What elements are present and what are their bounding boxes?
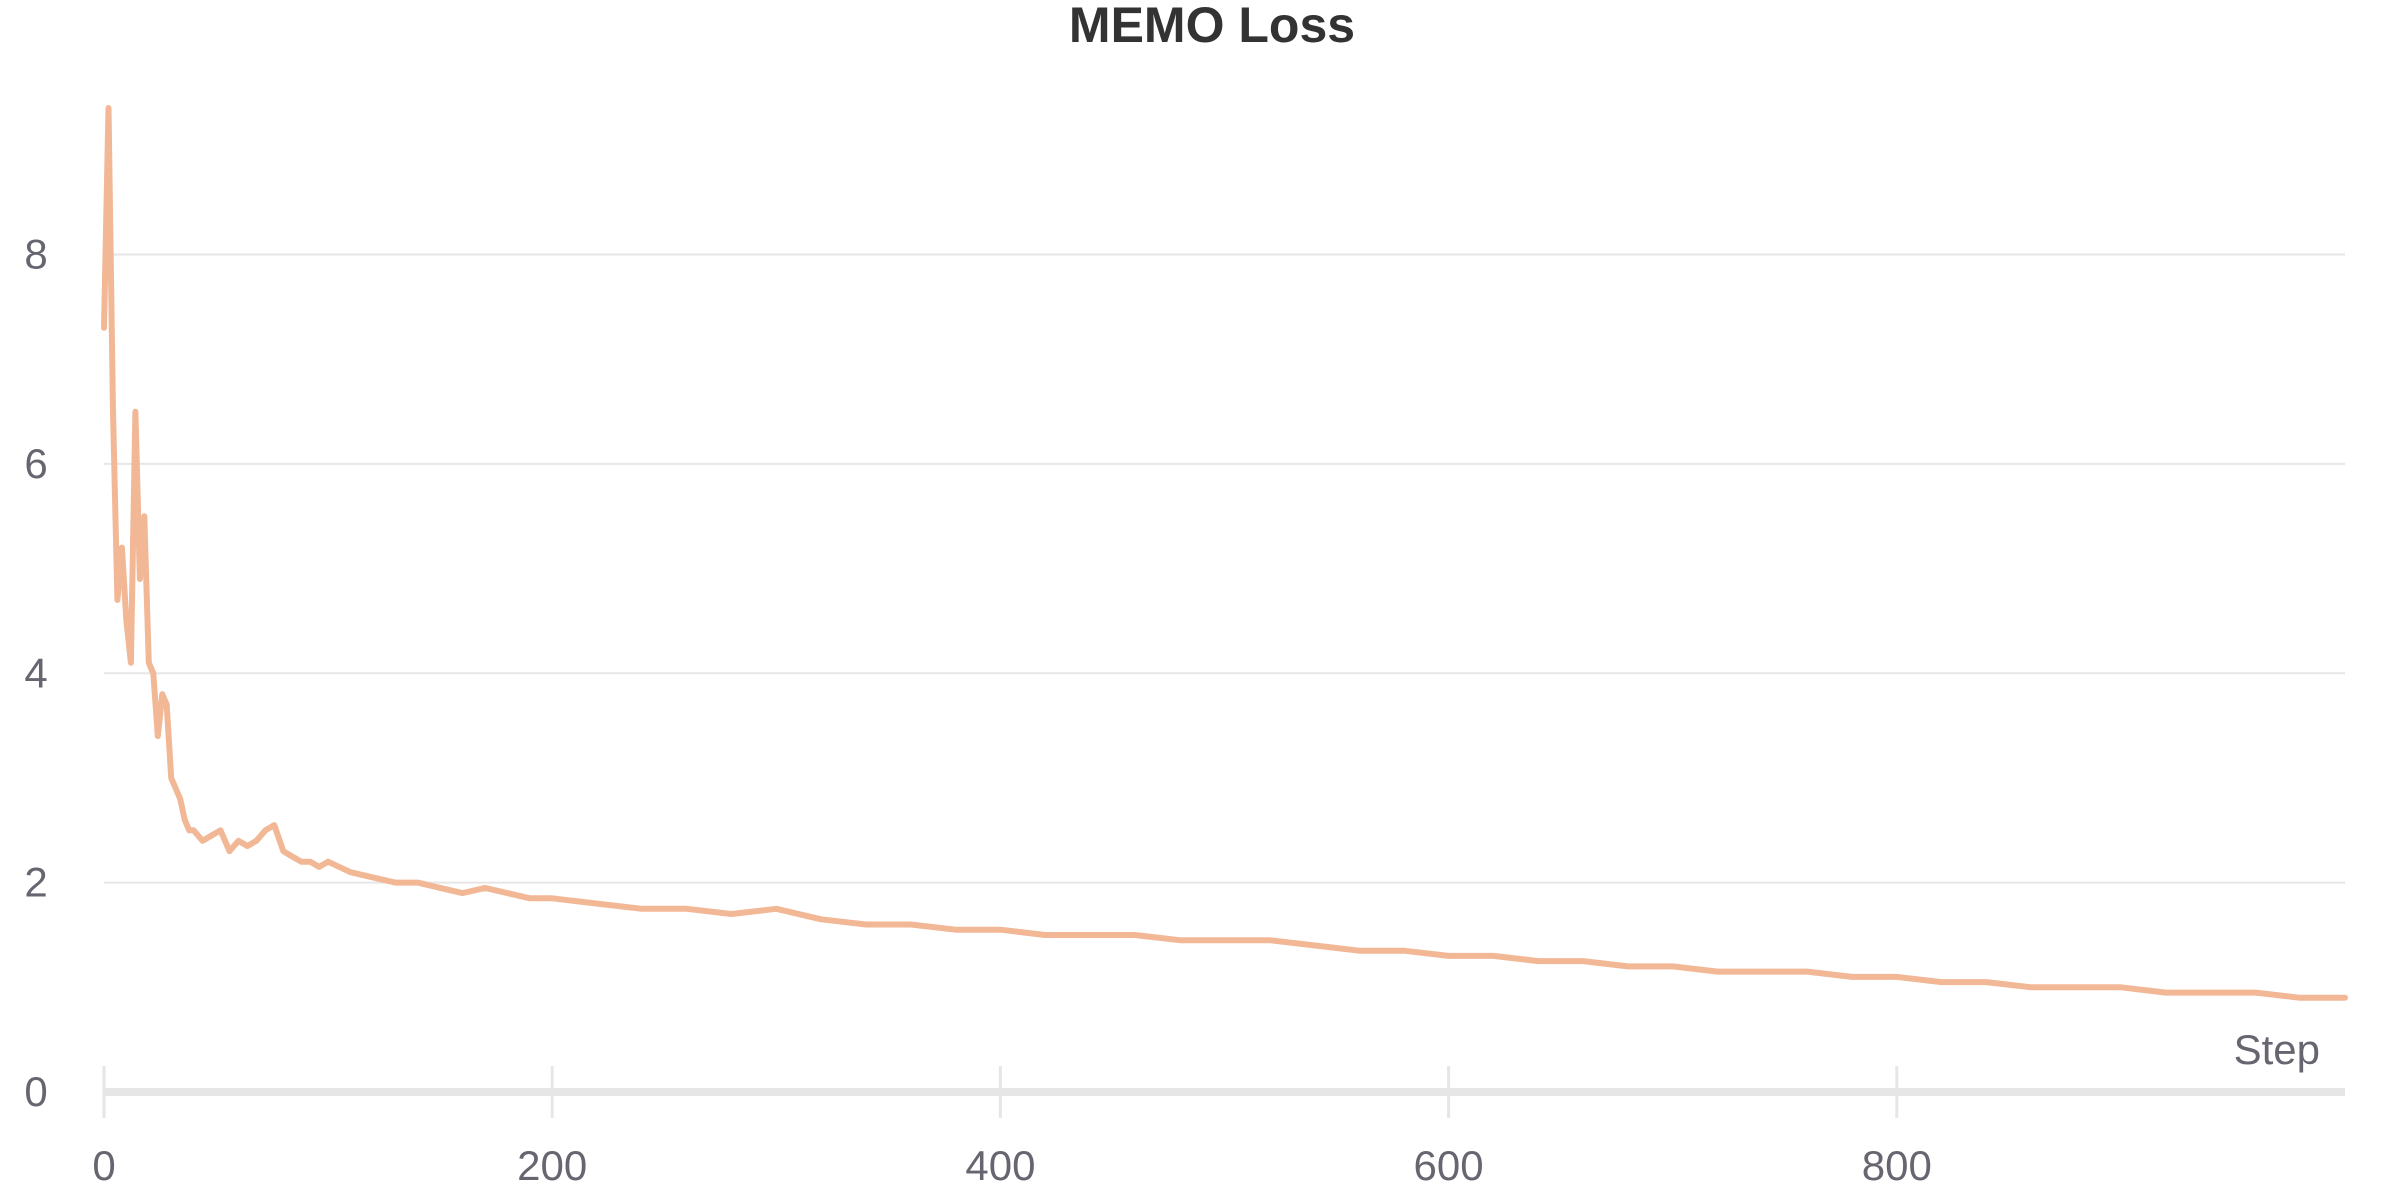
y-tick-label-0: 0 bbox=[24, 1068, 47, 1115]
x-axis bbox=[102, 1066, 2345, 1118]
x-tick-label-0: 0 bbox=[92, 1142, 115, 1189]
y-tick-label-8: 8 bbox=[24, 231, 47, 278]
grid-lines bbox=[104, 253, 2345, 884]
x-axis-label: Step bbox=[2234, 1026, 2320, 1073]
x-tick-label-600: 600 bbox=[1414, 1142, 1484, 1189]
x-tick-labels: 0 200 400 600 800 bbox=[92, 1142, 1932, 1189]
y-tick-label-2: 2 bbox=[24, 859, 47, 906]
loss-series-line bbox=[101, 105, 2348, 1001]
y-tick-label-4: 4 bbox=[24, 649, 47, 696]
chart-title: MEMO Loss bbox=[1069, 0, 1355, 53]
series-layer bbox=[101, 105, 2348, 1001]
y-tick-label-6: 6 bbox=[24, 440, 47, 487]
x-tick-label-400: 400 bbox=[965, 1142, 1035, 1189]
x-tick-label-800: 800 bbox=[1862, 1142, 1932, 1189]
x-tick-label-200: 200 bbox=[517, 1142, 587, 1189]
y-tick-labels: 0 2 4 6 8 bbox=[24, 231, 47, 1115]
